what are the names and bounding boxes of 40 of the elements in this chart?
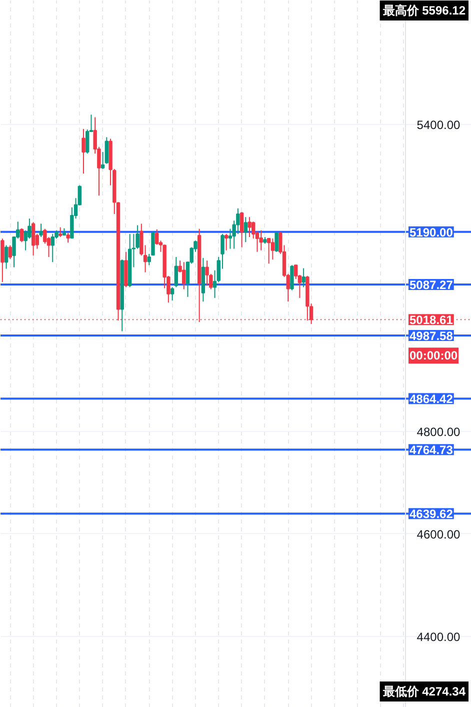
candlestick [302,268,306,288]
ref-line-label: 5190.00 [410,225,454,240]
ref-line-label: 5018.61 [410,313,454,328]
candlestick [244,216,248,243]
candlestick [0,238,4,283]
candlestick [170,286,174,301]
candlestick [270,238,275,260]
candlestick [8,244,12,260]
annotation: 00:00:00 [410,348,458,363]
candlestick [4,244,8,270]
candlestick [224,233,228,251]
ref-line-label: 4764.73 [410,443,454,458]
y-tick-label: 4800.00 [416,425,461,440]
annotation: 最低价 4274.34 [382,684,466,698]
candlestick [58,226,62,238]
candlestick [274,231,278,252]
candlestick [205,260,209,286]
candlestick [182,262,186,290]
candlestick [31,222,36,256]
candlestick [82,128,86,174]
candlestick [290,264,294,291]
y-tick-label: 4600.00 [416,527,461,542]
candlestick [248,216,252,238]
y-tick-label: 5400.00 [416,118,461,132]
candlestick [20,228,24,243]
candlestick [43,228,47,244]
candlestick [66,232,70,244]
candlestick [259,230,263,251]
candlestick [266,238,271,264]
candlestick [86,129,90,154]
ref-line-label: 4987.58 [410,329,454,344]
candlestick [50,233,54,263]
candlestick [174,256,178,288]
ref-line-label: 4639.62 [410,507,454,522]
candlestick [39,223,43,238]
candlestick [240,211,244,248]
ref-line-label: 4864.42 [410,392,454,406]
annotation: 最高价 5596.12 [382,4,466,18]
y-tick-label: 4400.00 [416,630,461,644]
ref-line-label: 5087.27 [410,278,454,292]
